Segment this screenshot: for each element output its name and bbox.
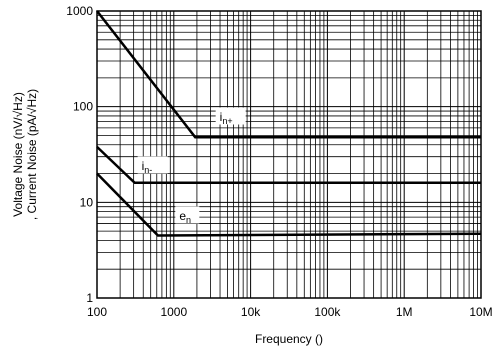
series-layer [96, 10, 482, 237]
x-tick-label: 1000 [160, 305, 187, 319]
series-line-en [96, 172, 482, 237]
series-label-subscript: n+ [222, 116, 232, 126]
y-axis-title-line1: Voltage Noise (nV/√Hz) [11, 92, 25, 217]
x-tick-label: 10k [241, 305, 261, 319]
series-label-bg [175, 206, 200, 224]
series-label-in-: in- [142, 159, 153, 175]
y-tick-label: 10 [80, 195, 94, 209]
series-label-en: en [179, 209, 191, 225]
series-label-bg [215, 107, 246, 125]
x-tick-label: 100k [314, 305, 341, 319]
y-tick-label: 1 [86, 291, 93, 305]
x-tick-label: 10M [469, 305, 492, 319]
grid-layer [96, 11, 481, 299]
series-label-layer: in+in-en [137, 107, 246, 225]
x-axis-title: Frequency () [255, 332, 323, 346]
x-tick-label: 100 [87, 305, 107, 319]
tick-label-layer: 100 1000 10k 100k 1M 10M 1 10 100 1000 [66, 4, 492, 319]
series-label-subscript: n [186, 215, 191, 225]
series-line-in- [96, 145, 481, 185]
y-tick-label: 100 [73, 100, 93, 114]
plot-frame [96, 10, 482, 299]
series-label-bg [137, 156, 168, 174]
y-tick-label: 1000 [66, 4, 93, 18]
series-line-in+ [96, 10, 481, 139]
x-tick-label: 1M [396, 305, 413, 319]
series-label-subscript: n- [144, 165, 152, 175]
y-axis-title-line2: , Current Noise (pA/√Hz) [25, 89, 39, 220]
